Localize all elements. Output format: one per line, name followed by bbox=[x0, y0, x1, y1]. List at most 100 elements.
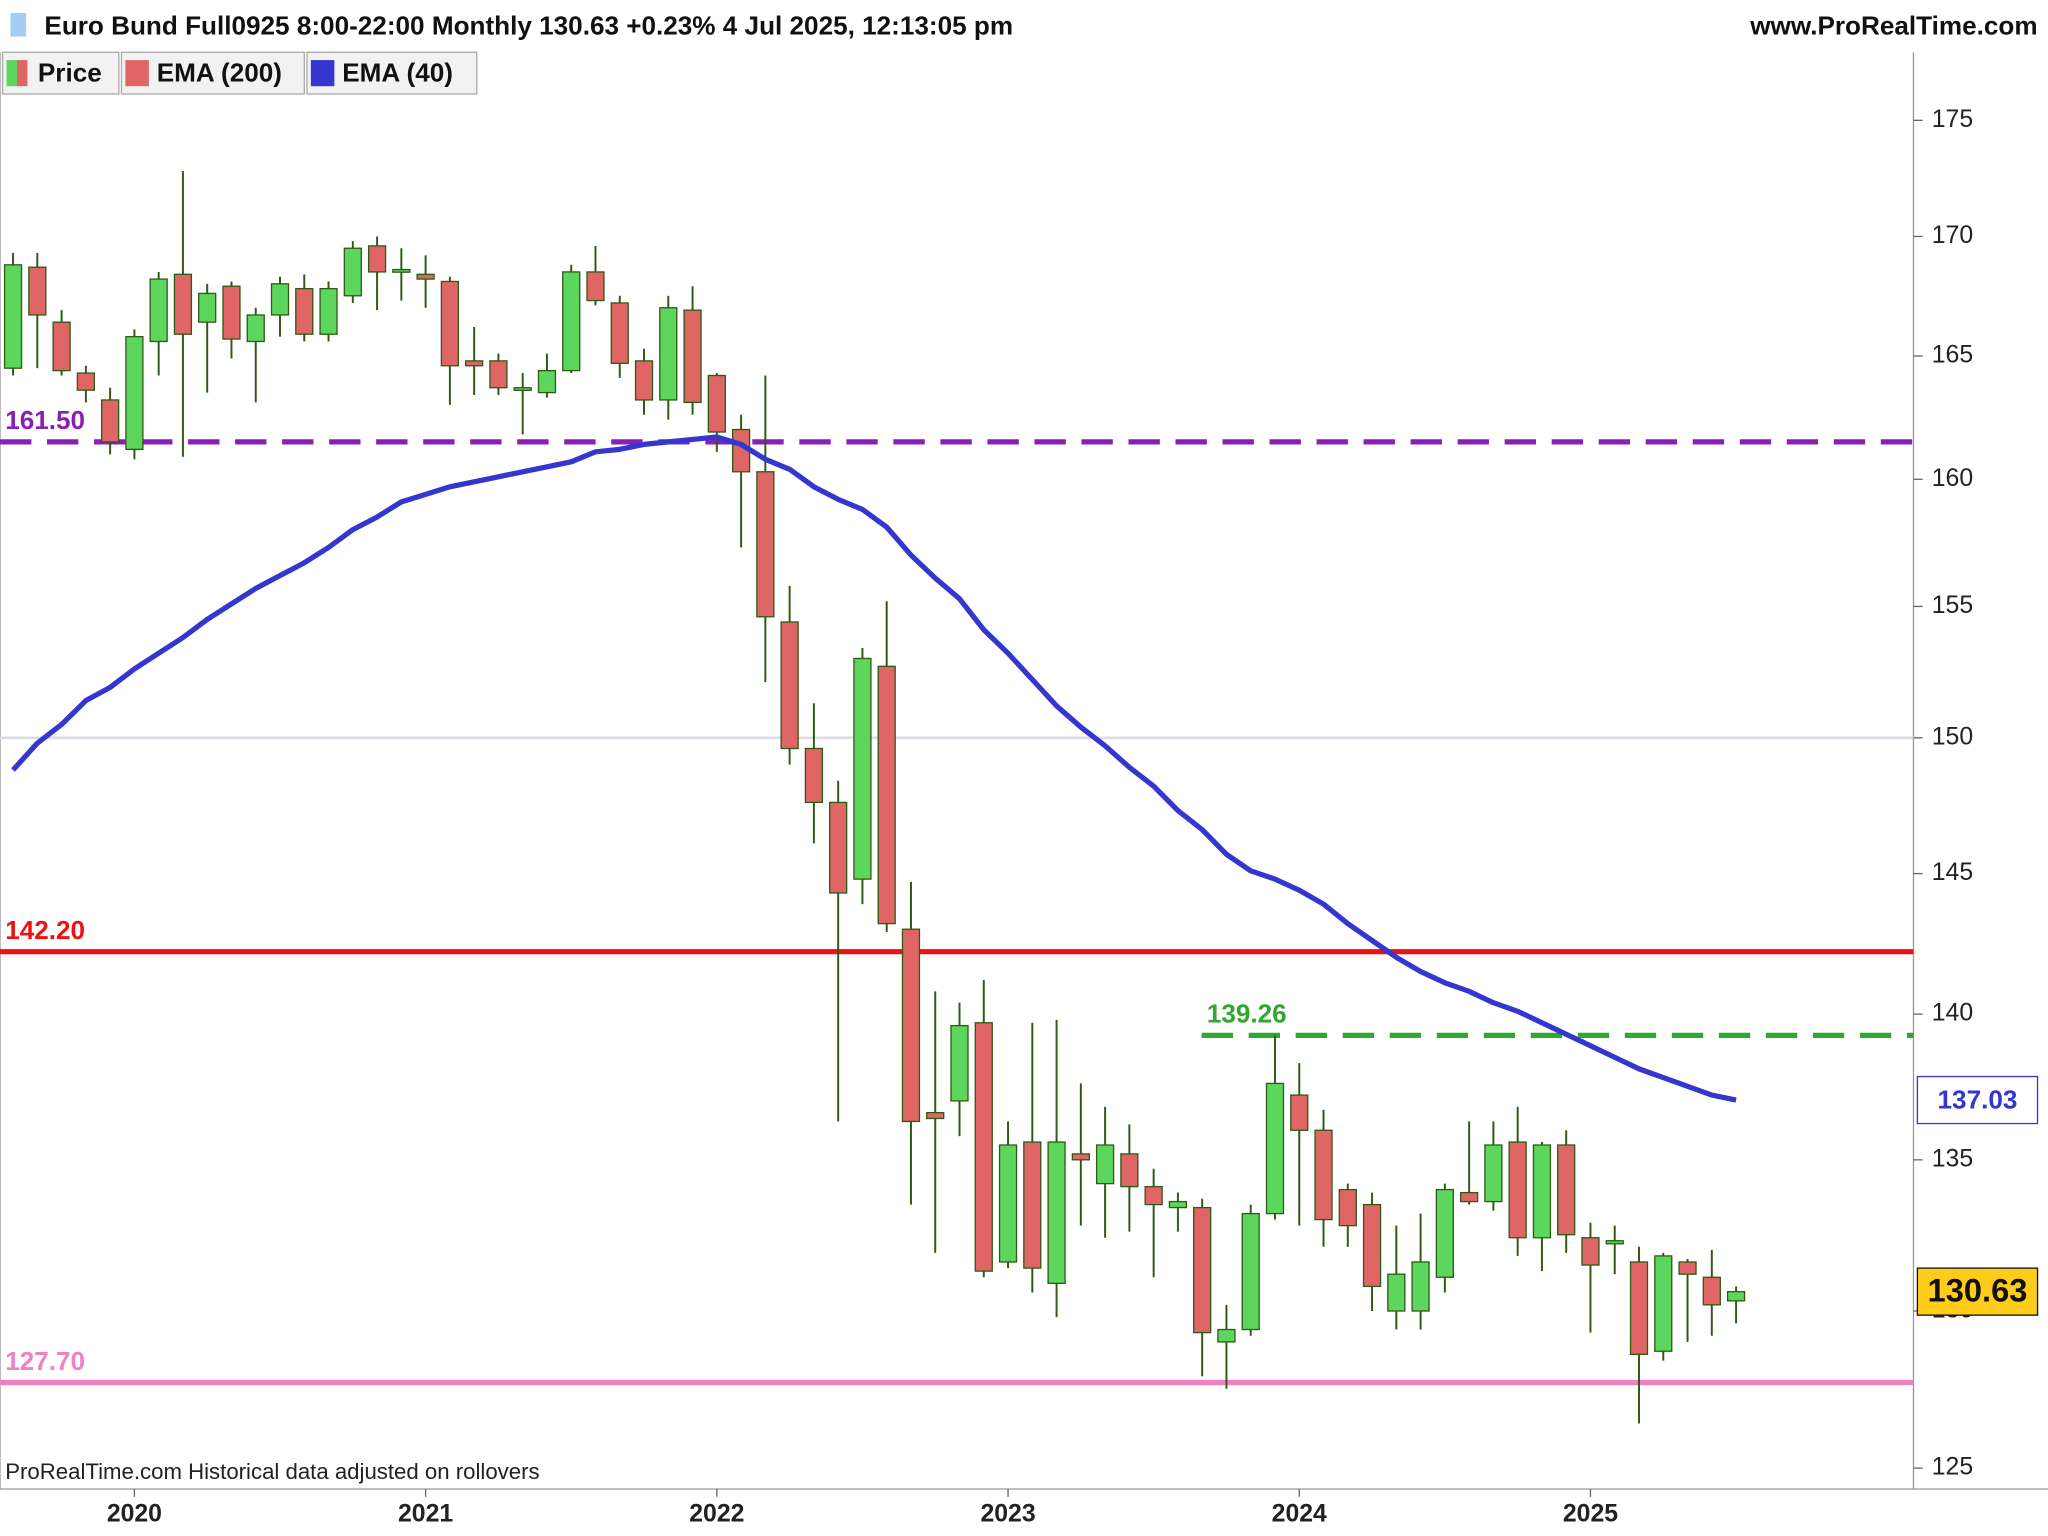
price-tag bbox=[1916, 1075, 2039, 1125]
horizontal-line-label: 161.50 bbox=[5, 405, 85, 435]
x-tick-label: 2023 bbox=[980, 1501, 1035, 1528]
candle-body bbox=[1314, 1129, 1333, 1221]
y-tick-label: 140 bbox=[1932, 1000, 1973, 1027]
candle-body bbox=[392, 268, 411, 273]
price-tag bbox=[1916, 1267, 2039, 1316]
candle-body bbox=[367, 245, 387, 273]
candle-body bbox=[1508, 1141, 1527, 1239]
candle-body bbox=[295, 287, 314, 335]
candle-body bbox=[125, 335, 144, 451]
x-tick-label: 2022 bbox=[689, 1501, 744, 1528]
candle-body bbox=[198, 292, 217, 323]
x-tick-label: 2021 bbox=[398, 1501, 453, 1528]
horizontal-line-label: 139.26 bbox=[1207, 999, 1287, 1029]
candle-body bbox=[1144, 1185, 1163, 1206]
candle-body bbox=[974, 1022, 993, 1272]
candle-body bbox=[3, 264, 23, 369]
candle-body bbox=[1532, 1144, 1552, 1239]
candle-body bbox=[343, 247, 362, 297]
x-tick-label: 2020 bbox=[107, 1501, 162, 1528]
ema-line bbox=[11, 434, 1737, 1103]
legend-box bbox=[120, 51, 305, 95]
candle-body bbox=[1023, 1141, 1042, 1269]
horizontal-line-label: 127.70 bbox=[5, 1346, 85, 1376]
candle-body bbox=[610, 302, 629, 364]
candle-body bbox=[1168, 1200, 1188, 1209]
x-tick-label: 2024 bbox=[1272, 1501, 1327, 1528]
legend-swatch bbox=[16, 60, 28, 87]
chart-title: Euro Bund Full0925 8:00-22:00 Monthly 13… bbox=[44, 10, 1013, 40]
candle-body bbox=[756, 471, 775, 618]
chart-icon bbox=[10, 13, 27, 37]
legend-label: EMA (200) bbox=[157, 57, 282, 87]
candle-body bbox=[998, 1144, 1018, 1263]
candle-body bbox=[1629, 1261, 1649, 1356]
candle-body bbox=[1120, 1153, 1139, 1188]
candle-body bbox=[1702, 1276, 1721, 1306]
candle-body bbox=[52, 321, 71, 372]
legend-box bbox=[306, 51, 478, 95]
legend-label: Price bbox=[38, 57, 102, 87]
x-tick-label: 2025 bbox=[1563, 1501, 1618, 1528]
candle-body bbox=[1290, 1094, 1309, 1131]
candle-body bbox=[513, 387, 532, 391]
website: www.ProRealTime.com bbox=[1749, 10, 2037, 40]
candle-body bbox=[537, 369, 557, 394]
candle-body bbox=[683, 309, 702, 404]
candle-body bbox=[829, 801, 848, 894]
candle-body bbox=[1071, 1153, 1090, 1161]
candle-body bbox=[877, 665, 896, 925]
candle-body bbox=[1557, 1144, 1576, 1236]
candle-body bbox=[853, 657, 872, 880]
candle-body bbox=[562, 271, 581, 372]
candle-body bbox=[489, 360, 508, 389]
candle-body bbox=[440, 280, 460, 367]
footer: ProRealTime.com Historical data adjusted… bbox=[5, 1459, 539, 1484]
legend-swatch bbox=[125, 60, 149, 87]
horizontal-line-label: 142.20 bbox=[5, 915, 85, 945]
candle-body bbox=[416, 273, 435, 280]
candle-body bbox=[1241, 1212, 1260, 1331]
candle-body bbox=[1362, 1203, 1382, 1288]
candle-body bbox=[1217, 1328, 1236, 1343]
y-tick-label: 175 bbox=[1932, 106, 1973, 133]
candle-body bbox=[901, 928, 921, 1123]
candle-body bbox=[707, 374, 726, 433]
candle-body bbox=[1338, 1188, 1357, 1227]
candle-body bbox=[1654, 1255, 1673, 1352]
candle-body bbox=[950, 1024, 969, 1102]
candle-body bbox=[659, 307, 678, 401]
candle-body bbox=[1411, 1261, 1430, 1312]
y-tick-label: 160 bbox=[1932, 465, 1973, 492]
candle-body bbox=[1678, 1261, 1697, 1275]
candle-body bbox=[1047, 1141, 1066, 1285]
candle-body bbox=[1265, 1082, 1285, 1215]
candle-body bbox=[222, 285, 241, 340]
candle-body bbox=[1605, 1240, 1624, 1245]
candle-body bbox=[1581, 1237, 1600, 1266]
candle-body bbox=[1484, 1144, 1503, 1203]
y-tick-label: 170 bbox=[1932, 222, 1973, 249]
candle-body bbox=[246, 314, 265, 343]
candle-body bbox=[926, 1111, 945, 1120]
legend-swatch bbox=[6, 60, 17, 87]
candle-body bbox=[804, 747, 824, 804]
candle-body bbox=[1459, 1191, 1479, 1203]
candle-body bbox=[1387, 1273, 1406, 1312]
candle-body bbox=[76, 372, 96, 391]
candle-body bbox=[319, 287, 338, 335]
price-tag-label: 137.03 bbox=[1938, 1084, 2018, 1114]
candle-body bbox=[100, 399, 120, 443]
y-tick-label: 150 bbox=[1932, 723, 1973, 750]
candle-body bbox=[1193, 1206, 1212, 1334]
price-tag-label: 130.63 bbox=[1928, 1272, 2028, 1309]
title-bar bbox=[0, 0, 2048, 53]
candle-body bbox=[586, 271, 605, 302]
candle-body bbox=[270, 283, 290, 316]
candle-body bbox=[1095, 1144, 1115, 1185]
y-tick-label: 155 bbox=[1932, 592, 1973, 619]
